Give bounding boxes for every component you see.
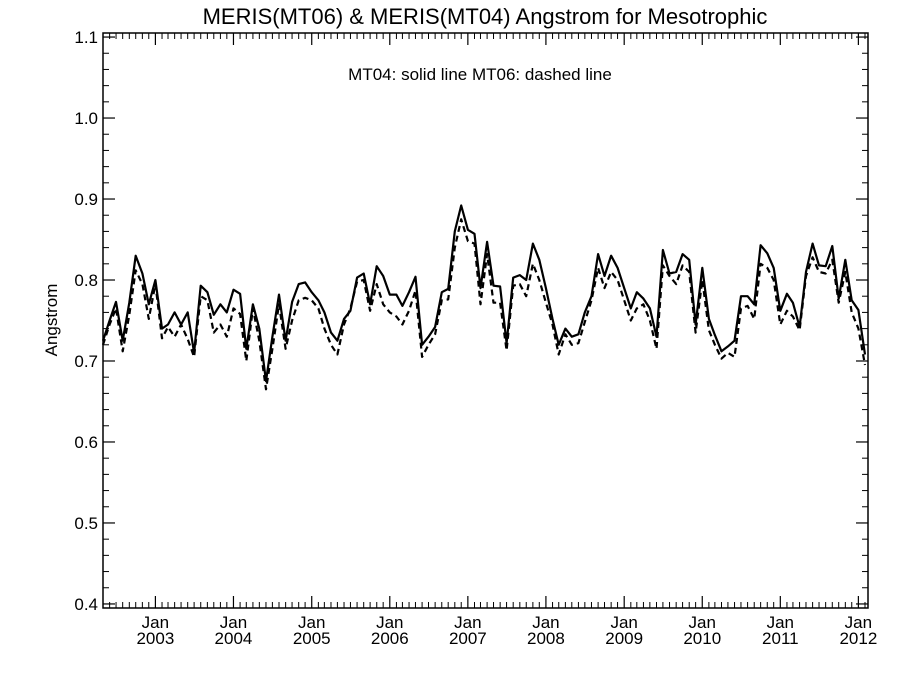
y-tick-label: 0.6	[74, 433, 98, 452]
x-tick-year-label: 2009	[605, 629, 643, 648]
y-tick-label: 0.8	[74, 271, 98, 290]
y-tick-label: 1.0	[74, 109, 98, 128]
series-line-mt04	[101, 204, 867, 383]
x-tick-month-label: Jan	[142, 613, 169, 632]
x-tick-month-label: Jan	[532, 613, 559, 632]
chart-title: MERIS(MT06) & MERIS(MT04) Angstrom for M…	[203, 4, 768, 29]
x-tick-year-label: 2007	[449, 629, 487, 648]
x-tick-year-label: 2003	[136, 629, 174, 648]
y-tick-label: 0.7	[74, 352, 98, 371]
y-axis-label: Angstrom	[42, 284, 61, 357]
x-tick-month-label: Jan	[454, 613, 481, 632]
x-tick-month-label: Jan	[845, 613, 872, 632]
x-tick-month-label: Jan	[610, 613, 637, 632]
data-series	[101, 204, 867, 391]
x-tick-month-label: Jan	[689, 613, 716, 632]
x-tick-year-label: 2006	[371, 629, 409, 648]
y-tick-label: 0.5	[74, 514, 98, 533]
series-line-mt06	[101, 218, 867, 391]
x-tick-month-label: Jan	[298, 613, 325, 632]
x-tick-year-label: 2004	[215, 629, 253, 648]
tick-labels: 0.40.50.60.70.80.91.01.1Jan2003Jan2004Ja…	[74, 28, 877, 648]
plot-frame	[102, 32, 869, 609]
axis-ticks	[102, 33, 868, 608]
x-tick-month-label: Jan	[220, 613, 247, 632]
x-tick-month-label: Jan	[767, 613, 794, 632]
y-tick-label: 0.4	[74, 595, 98, 614]
x-tick-year-label: 2005	[293, 629, 331, 648]
y-tick-label: 0.9	[74, 190, 98, 209]
y-tick-label: 1.1	[74, 28, 98, 47]
x-tick-month-label: Jan	[376, 613, 403, 632]
x-tick-year-label: 2008	[527, 629, 565, 648]
x-tick-year-label: 2011	[762, 629, 799, 648]
legend-annotation: MT04: solid line MT06: dashed line	[348, 65, 612, 84]
x-tick-year-label: 2012	[839, 629, 877, 648]
x-tick-year-label: 2010	[683, 629, 721, 648]
